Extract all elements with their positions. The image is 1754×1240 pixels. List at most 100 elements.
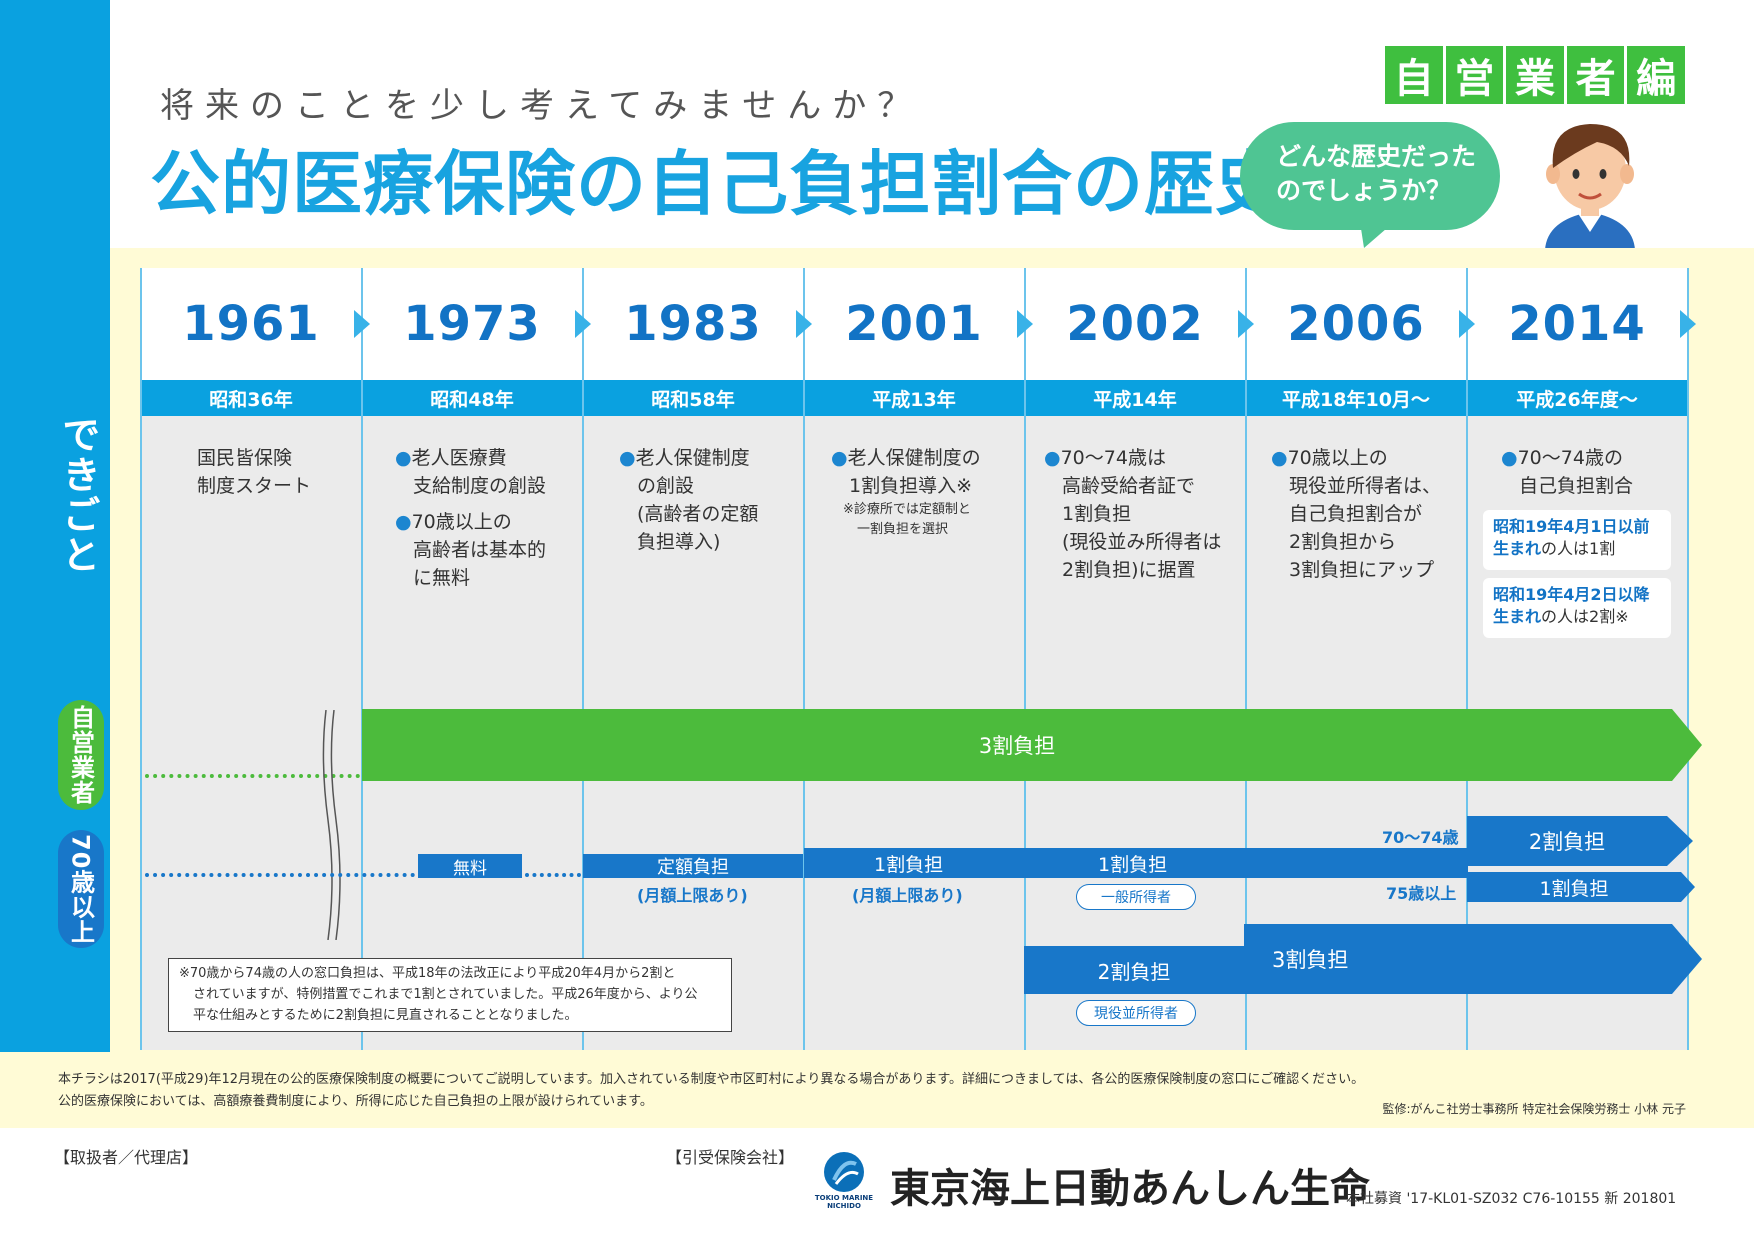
box-text: の人は1割 (1541, 539, 1616, 558)
column-divider (361, 268, 363, 1050)
era-label: 平成18年10月～ (1246, 380, 1466, 416)
column-divider (803, 268, 805, 1050)
era-label: 平成14年 (1025, 380, 1245, 416)
year-heading: 2006 (1246, 268, 1466, 380)
green-arrow-tip (1672, 709, 1702, 781)
box-strong: 生まれ (1493, 607, 1542, 626)
box-strong: 昭和19年4月2日以降 (1493, 585, 1650, 604)
birth-note-box: 昭和19年4月1日以前 生まれの人は1割 (1483, 510, 1671, 570)
bullet-icon: ● (395, 447, 412, 469)
disclaimer-band (0, 1052, 1754, 1128)
arrow-tip-icon (1667, 816, 1693, 866)
bullet-icon: ● (1044, 447, 1061, 469)
box-text: の人は2割※ (1541, 607, 1629, 626)
bubble-line: どんな歴史だった (1276, 142, 1477, 171)
event-line: 老人保健制度 (635, 447, 750, 469)
event-line: 現役並所得者は、 (1289, 475, 1442, 497)
monthly-cap-note: (月額上限あり) (852, 886, 963, 905)
speech-bubble: どんな歴史だった のでしょうか？ (1240, 122, 1500, 230)
bubble-line: のでしょうか？ (1276, 176, 1452, 205)
year-heading: 1973 (362, 268, 582, 380)
event-line: に無料 (413, 567, 471, 589)
dotted-line-blue (525, 873, 581, 877)
next-arrow-icon (1459, 310, 1475, 338)
one-wari-bar-extension (1246, 848, 1468, 878)
next-arrow-icon (1680, 310, 1696, 338)
event-1961: 国民皆保険 制度スタート (197, 444, 311, 500)
event-line: 自己負担割合 (1519, 475, 1634, 497)
event-note: 一割負担を選択 (857, 522, 949, 537)
event-line: 自己負担割合が (1289, 503, 1423, 525)
page-subtitle: 将来のことを少し考えてみませんか？ (160, 86, 923, 126)
monthly-cap-note: (月額上限あり) (637, 886, 748, 905)
bullet-icon: ● (1501, 447, 1518, 469)
column-divider (1687, 268, 1689, 1050)
era-label: 昭和36年 (141, 380, 361, 416)
badge-char: 業 (1506, 46, 1567, 104)
dotted-line-blue (145, 873, 415, 877)
era-label: 平成26年度～ (1467, 380, 1687, 416)
one-wari-2014-bar: 1割負担 (1467, 872, 1681, 902)
event-line: 国民皆保険 (197, 447, 293, 469)
dotted-line-green (145, 774, 360, 778)
event-line: 70～74歳は (1060, 447, 1166, 469)
self-employed-3wari-bar: 3割負担 (362, 709, 1672, 781)
event-line: 70歳以上の (411, 511, 512, 533)
age-75-label: 75歳以上 (1386, 884, 1457, 903)
event-line: 2割負担から (1289, 531, 1397, 553)
year-heading: 2001 (804, 268, 1024, 380)
next-arrow-icon (1017, 310, 1033, 338)
active-income-tag: 現役並所得者 (1076, 1000, 1196, 1026)
document-code: 本社募資 '17-KL01-SZ032 C76-10155 新 201801 (1346, 1191, 1677, 1207)
column-divider (582, 268, 584, 1050)
next-arrow-icon (1238, 310, 1254, 338)
next-arrow-icon (354, 310, 370, 338)
free-bar: 無料 (418, 854, 522, 879)
badge-char: 自 (1385, 46, 1446, 104)
logo-wordmark: TOKIO MARINE NICHIDO (808, 1194, 880, 1210)
footnote-line: ※70歳から74歳の人の窓口負担は、平成18年の法改正により平成20年4月から2… (179, 966, 676, 981)
page-title: 公的医療保険の自己負担割合の歴史 (150, 143, 1286, 225)
event-line: 2割負担)に据置 (1062, 559, 1196, 581)
bullet-icon: ● (619, 447, 636, 469)
event-line: (高齢者の定額 (637, 503, 759, 525)
logo-text: NICHIDO (827, 1202, 861, 1210)
disclaimer-line: 公的医療保険においては、高額療養費制度により、所得に応じた自己負担の上限が設けら… (58, 1094, 653, 1109)
event-2001: ●老人保健制度の 1割負担導入※ ※診療所では定額制と 一割負担を選択 (831, 444, 981, 540)
column-divider (1245, 268, 1247, 1050)
self-employed-pill: 自営業者 (58, 700, 104, 810)
event-line: 支給制度の創設 (413, 475, 547, 497)
age-70-74-label: 70～74歳 (1382, 828, 1459, 847)
event-line: 70～74歳の (1517, 447, 1623, 469)
event-2014: ●70～74歳の 自己負担割合 (1501, 444, 1633, 500)
three-wari-active-bar: 3割負担 (1244, 924, 1672, 994)
event-line: 老人保健制度の (847, 447, 981, 469)
footnote-line: されていますが、特例措置でこれまで1割とされていました。平成26年度から、より公 (193, 987, 698, 1002)
box-strong: 昭和19年4月1日以前 (1493, 517, 1650, 536)
era-label: 昭和48年 (362, 380, 582, 416)
year-heading: 1961 (141, 268, 361, 380)
category-badge: 自 営 業 者 編 (1385, 46, 1685, 104)
bar-label: 1割負担 (1098, 853, 1168, 876)
bullet-icon: ● (395, 511, 412, 533)
age-70-over-pill: 70歳以上 (58, 830, 104, 948)
column-2002: 2002 平成14年 (1025, 268, 1245, 1050)
column-1973: 1973 昭和48年 (362, 268, 582, 1050)
bar-label: 1割負担 (874, 853, 944, 876)
bubble-tail (1360, 222, 1394, 248)
event-2002: ●70～74歳は 高齢受給者証で 1割負担 (現役並み所得者は 2割負担)に据置 (1044, 444, 1221, 584)
badge-char: 営 (1446, 46, 1507, 104)
era-label: 平成13年 (804, 380, 1024, 416)
logo-text: TOKIO MARINE (814, 1194, 874, 1202)
man-avatar-icon (1545, 124, 1635, 250)
insurer-label: 【引受保険会社】 (666, 1148, 795, 1167)
column-1983: 1983 昭和58年 (583, 268, 803, 1050)
flat-fee-bar: 定額負担 (583, 854, 803, 878)
box-strong: 生まれ (1493, 539, 1542, 558)
event-line: (現役並み所得者は (1062, 531, 1222, 553)
company-logo-icon (824, 1152, 864, 1192)
badge-char: 編 (1636, 56, 1677, 102)
event-line: 70歳以上の (1287, 447, 1388, 469)
footnote-line: 平な仕組みとするために2割負担に見直されることとなりました。 (193, 1008, 578, 1023)
birth-note-box: 昭和19年4月2日以降 生まれの人は2割※ (1483, 578, 1671, 638)
